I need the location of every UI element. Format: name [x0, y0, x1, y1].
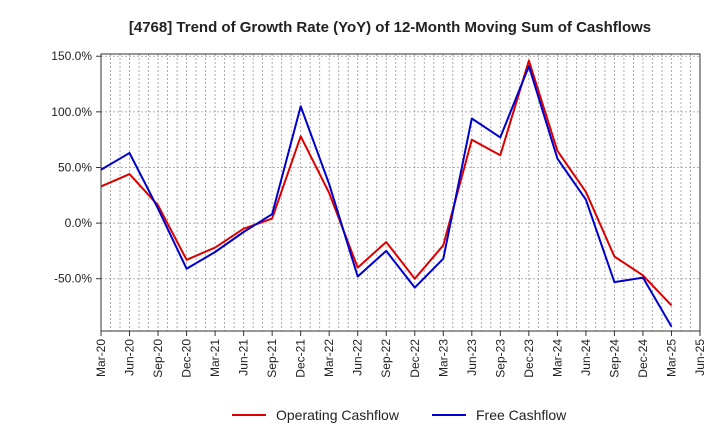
y-tick-label: 150.0% — [51, 49, 92, 63]
legend-label-operating-cashflow: Operating Cashflow — [276, 407, 400, 423]
x-tick-label: Jun-20 — [123, 339, 137, 376]
x-tick-label: Jun-24 — [579, 339, 593, 376]
x-tick-label: Sep-22 — [379, 339, 393, 378]
grid-lines — [100, 54, 701, 331]
y-tick-label: 50.0% — [58, 160, 92, 174]
x-tick-label: Mar-22 — [322, 339, 336, 377]
x-tick-label: Mar-21 — [208, 339, 222, 377]
plot-area — [100, 53, 701, 332]
y-tick-label: 100.0% — [51, 105, 92, 119]
series-line-operating-cashflow — [100, 59, 673, 307]
y-axis: 150.0% 100.0% 50.0% 0.0% -50.0% — [51, 49, 101, 286]
y-tick-label: 0.0% — [65, 216, 93, 230]
x-tick-label: Sep-20 — [151, 339, 165, 378]
legend: Operating Cashflow Free Cashflow — [232, 407, 567, 423]
x-tick-label: Mar-25 — [664, 339, 678, 377]
x-tick-label: Sep-23 — [493, 339, 507, 378]
x-tick-label: Mar-23 — [436, 339, 450, 377]
x-tick-label: Jun-21 — [237, 339, 251, 376]
x-axis: Mar-20 Jun-20 Sep-20 Dec-20 Mar-21 Jun-21 Sep-… — [94, 331, 707, 378]
x-tick-label: Sep-21 — [265, 339, 279, 378]
series-lines — [100, 59, 673, 328]
x-tick-label: Dec-21 — [294, 339, 308, 378]
legend-label-free-cashflow: Free Cashflow — [476, 407, 567, 423]
y-tick-label: -50.0% — [54, 272, 92, 286]
x-tick-label: Dec-23 — [522, 339, 536, 378]
x-tick-label: Mar-20 — [94, 339, 108, 377]
x-tick-label: Jun-23 — [465, 339, 479, 376]
series-line-free-cashflow — [100, 65, 673, 328]
x-tick-label: Dec-24 — [636, 339, 650, 378]
x-tick-label: Dec-20 — [180, 339, 194, 378]
x-tick-label: Mar-24 — [550, 339, 564, 377]
x-tick-label: Jun-25 — [693, 339, 707, 376]
x-tick-label: Jun-22 — [351, 339, 365, 376]
chart-title: [4768] Trend of Growth Rate (YoY) of 12-… — [129, 19, 651, 36]
x-tick-label: Sep-24 — [607, 339, 621, 378]
x-tick-label: Dec-22 — [408, 339, 422, 378]
